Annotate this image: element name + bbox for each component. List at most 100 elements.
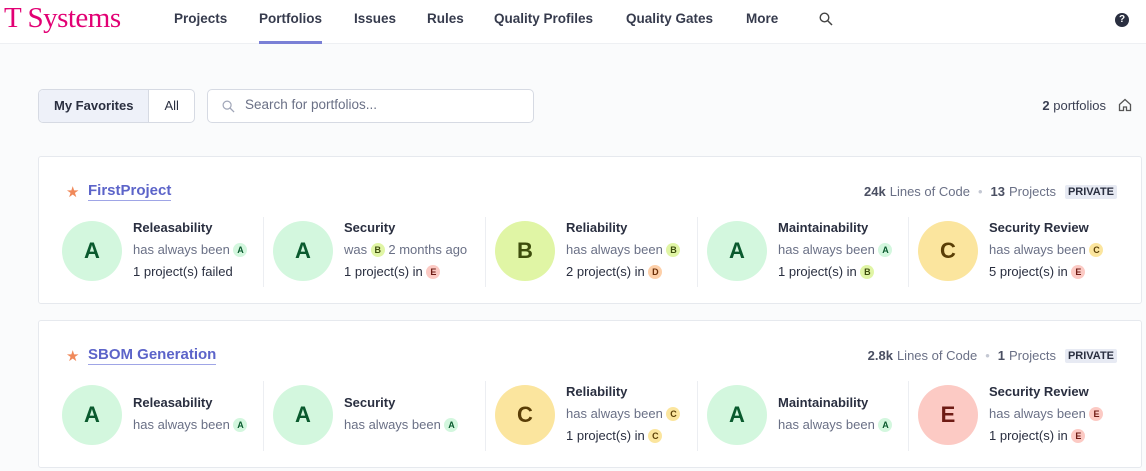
measure-reliability[interactable]: C Reliability has always been C 1 projec… — [495, 381, 707, 451]
loc-value: 24k — [864, 184, 886, 199]
all-button[interactable]: All — [164, 98, 179, 113]
projects-text: 2 project(s) in — [566, 264, 645, 279]
measure-title: Maintainability — [778, 220, 869, 235]
star-icon[interactable]: ★ — [66, 348, 80, 365]
visibility-badge: PRIVATE — [1064, 184, 1117, 199]
top-navigation: T Systems Projects Portfolios Issues Rules Q… — [0, 0, 1146, 44]
projects-text: 1 project(s) failed — [133, 264, 233, 279]
rating-circle: A — [707, 385, 767, 445]
portfolio-count: 2 portfolios — [1042, 98, 1106, 113]
count-label: portfolios — [1053, 98, 1106, 113]
nav-projects[interactable]: Projects — [174, 11, 228, 26]
measure-title: Reliability — [566, 220, 628, 235]
search-icon[interactable] — [819, 12, 833, 26]
measure-projects: 1 project(s) in C — [566, 425, 680, 447]
search-input[interactable] — [245, 97, 525, 112]
history-text: was — [344, 242, 368, 257]
home-icon[interactable] — [1118, 98, 1132, 112]
rating-circle: A — [273, 385, 333, 445]
loc-label: Lines of Code — [896, 348, 978, 363]
projects-text: 1 project(s) in — [778, 264, 857, 279]
history-text: has always been — [344, 417, 441, 432]
projects-count: 13 — [990, 184, 1005, 199]
measure-title: Security — [344, 395, 396, 410]
measure-projects: 1 project(s) in E — [989, 425, 1103, 447]
measure-projects: 1 project(s) in B — [778, 261, 892, 283]
rating-circle: A — [273, 221, 333, 281]
search-icon — [222, 100, 235, 113]
measure-security[interactable]: A Security was B 2 months ago 1 project(… — [273, 217, 485, 287]
rating-badge: A — [233, 418, 248, 432]
rating-badge: A — [878, 243, 893, 257]
divider — [263, 381, 264, 451]
measure-releasability[interactable]: A Releasability has always been A — [62, 381, 274, 451]
projects-count: 1 — [997, 348, 1005, 363]
nav-quality-profiles[interactable]: Quality Profiles — [494, 11, 594, 26]
rating-circle: C — [495, 385, 555, 445]
rating-badge: B — [860, 265, 875, 279]
measure-security-review[interactable]: E Security Review has always been E 1 pr… — [918, 381, 1130, 451]
measure-maintainability[interactable]: A Maintainability has always been A — [707, 381, 919, 451]
measure-projects: 2 project(s) in D — [566, 261, 680, 283]
t-systems-logo[interactable]: T Systems — [4, 2, 121, 34]
star-icon[interactable]: ★ — [66, 184, 80, 201]
measure-security[interactable]: A Security has always been A — [273, 381, 485, 451]
rating-circle: A — [62, 221, 122, 281]
measure-history: has always been B — [566, 239, 681, 261]
projects-label: Projects — [1008, 348, 1056, 363]
history-text: has always been — [778, 417, 875, 432]
measure-history: has always been C — [566, 403, 681, 425]
nav-quality-gates[interactable]: Quality Gates — [626, 11, 714, 26]
nav-rules[interactable]: Rules — [427, 11, 464, 26]
rating-badge: E — [1071, 429, 1086, 443]
nav-portfolios[interactable]: Portfolios — [259, 0, 322, 44]
rating-badge: E — [1071, 265, 1086, 279]
projects-text: 5 project(s) in — [989, 264, 1068, 279]
portfolio-name-link[interactable]: FirstProject — [88, 182, 172, 201]
measure-projects: 1 project(s) failed — [133, 261, 247, 283]
rating-badge: A — [444, 418, 459, 432]
divider — [908, 381, 909, 451]
divider — [485, 217, 486, 287]
measure-security-review[interactable]: C Security Review has always been C 5 pr… — [918, 217, 1130, 287]
rating-circle: E — [918, 385, 978, 445]
history-text: has always been — [778, 242, 875, 257]
measure-title: Reliability — [566, 384, 628, 399]
rating-badge: B — [370, 243, 385, 257]
measure-history: has always been A — [778, 239, 893, 261]
projects-text: 1 project(s) in — [344, 264, 423, 279]
nav-issues[interactable]: Issues — [354, 11, 397, 26]
measure-maintainability[interactable]: A Maintainability has always been A 1 pr… — [707, 217, 919, 287]
projects-text: 1 project(s) in — [989, 428, 1068, 443]
nav-more[interactable]: More — [746, 11, 779, 26]
count-value: 2 — [1042, 98, 1050, 113]
portfolio-meta: 2.8k Lines of Code • 1 Projects PRIVATE — [868, 348, 1117, 363]
measure-title: Security Review — [989, 384, 1089, 399]
portfolio-meta: 24k Lines of Code • 13 Projects PRIVATE — [864, 184, 1117, 199]
my-favorites-button[interactable]: My Favorites — [39, 90, 150, 122]
divider — [485, 381, 486, 451]
projects-label: Projects — [1008, 184, 1056, 199]
measure-releasability[interactable]: A Releasability has always been A 1 proj… — [62, 217, 274, 287]
history-text: has always been — [989, 406, 1086, 421]
rating-badge: C — [666, 407, 681, 421]
measure-reliability[interactable]: B Reliability has always been B 2 projec… — [495, 217, 707, 287]
rating-badge: C — [1089, 243, 1104, 257]
help-icon[interactable]: ? — [1115, 13, 1129, 27]
measure-history: has always been C — [989, 239, 1104, 261]
loc-label: Lines of Code — [889, 184, 970, 199]
history-text: has always been — [989, 242, 1086, 257]
measure-history: was B 2 months ago — [344, 239, 467, 261]
rating-badge: A — [233, 243, 248, 257]
rating-badge: C — [648, 429, 663, 443]
rating-circle: A — [707, 221, 767, 281]
portfolio-name-link[interactable]: SBOM Generation — [88, 346, 217, 365]
rating-circle: A — [62, 385, 122, 445]
visibility-badge: PRIVATE — [1064, 348, 1117, 363]
measure-projects: 1 project(s) in E — [344, 261, 467, 283]
rating-badge: E — [1089, 407, 1104, 421]
measure-title: Maintainability — [778, 395, 869, 410]
measure-history: has always been A — [778, 414, 893, 436]
history-text: has always been — [133, 417, 230, 432]
projects-text: 1 project(s) in — [566, 428, 645, 443]
